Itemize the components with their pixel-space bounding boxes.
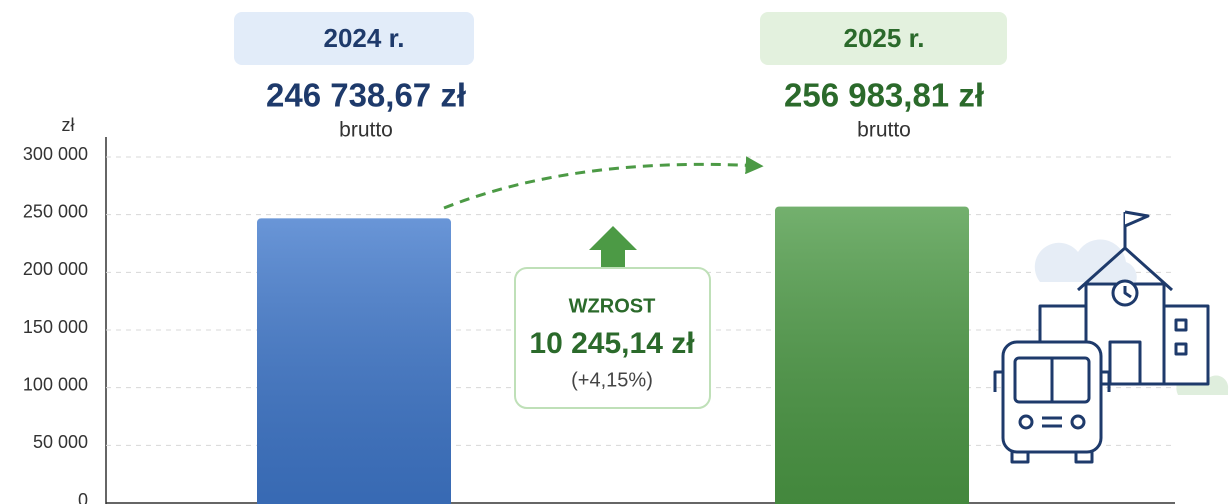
y-tick-label: 50 000 xyxy=(33,432,88,452)
page: zł 0 50 000 100 000 150 000 200 000 250 000 30… xyxy=(0,0,1232,504)
value-note: brutto xyxy=(857,119,911,142)
annotation-amount: 10 245,14 zł xyxy=(529,327,695,360)
y-tick-label: 200 000 xyxy=(23,259,88,279)
chart: zł 0 50 000 100 000 150 000 200 000 250 000 30… xyxy=(0,0,1232,504)
school-bus-icon xyxy=(995,212,1228,462)
value-note: brutto xyxy=(339,119,393,142)
y-axis-unit: zł xyxy=(62,115,75,135)
value-label: 256 983,81 zł xyxy=(784,77,984,114)
annotation-title: WZROST xyxy=(569,295,656,317)
value-label: 246 738,67 zł xyxy=(266,77,466,114)
bar-shine xyxy=(257,218,451,504)
annotation-change: (+4,15%) xyxy=(571,369,653,391)
y-tick-label: 100 000 xyxy=(23,374,88,394)
category-label: 2025 r. xyxy=(844,23,925,53)
category-label: 2024 r. xyxy=(324,23,405,53)
y-tick-label: 250 000 xyxy=(23,201,88,221)
y-tick-label: 150 000 xyxy=(23,317,88,337)
bar-shine xyxy=(775,207,969,504)
y-tick-label: 300 000 xyxy=(23,144,88,164)
growth-arrow xyxy=(444,164,760,208)
y-tick-label: 0 xyxy=(78,490,88,504)
